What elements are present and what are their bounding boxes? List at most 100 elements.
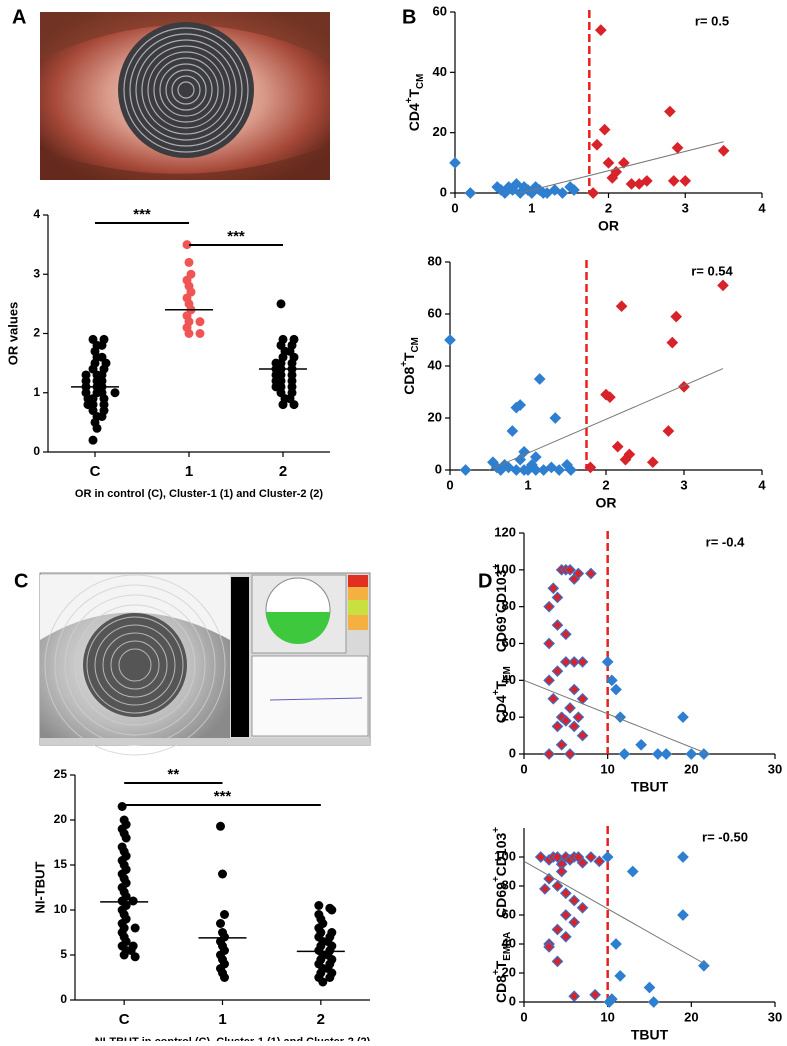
data-point	[602, 156, 615, 169]
data-point	[606, 993, 618, 1005]
data-point	[551, 619, 564, 631]
y-tick-label: 5	[60, 947, 67, 961]
label-part: CD69	[493, 616, 509, 652]
label-part: CD103	[493, 569, 509, 613]
data-point	[564, 702, 576, 714]
data-point	[195, 329, 205, 338]
data-point	[641, 175, 653, 187]
data-point	[195, 317, 205, 327]
data-point	[555, 865, 568, 878]
data-point	[564, 563, 576, 576]
label-part: EM	[502, 666, 513, 681]
label-part: CM	[410, 337, 421, 352]
panel-label: A	[12, 6, 26, 28]
data-point	[606, 674, 618, 687]
data-point	[318, 977, 328, 987]
data-point	[551, 591, 564, 604]
x-axis-label: TBUT	[631, 779, 669, 795]
data-point	[555, 738, 568, 751]
data-point	[589, 988, 601, 1001]
data-point	[551, 665, 564, 677]
panel-label: D	[478, 570, 492, 592]
data-point	[568, 990, 581, 1003]
label-part: +	[404, 97, 415, 103]
y-axis-label: NI-TBUT	[32, 861, 47, 913]
data-point	[184, 329, 194, 338]
y-axis-label: CD4+TEMCD69-CD103+	[491, 564, 513, 724]
x-tick-label: 10	[600, 761, 614, 776]
data-point	[576, 656, 589, 668]
x-axis-label: OR	[596, 495, 617, 511]
label-part: CD69	[493, 882, 509, 918]
data-point	[83, 400, 93, 410]
data-point	[564, 748, 576, 760]
data-point	[543, 941, 555, 953]
data-point	[119, 950, 129, 960]
data-point	[551, 923, 564, 936]
x-tick-label: 2	[605, 200, 612, 215]
data-point	[529, 451, 542, 463]
data-point	[514, 399, 527, 411]
data-point	[543, 600, 555, 613]
x-tick-label: 1	[528, 200, 535, 215]
label-part: T	[493, 960, 509, 969]
label-part: +	[491, 564, 502, 570]
x-tick-label: 0	[520, 761, 527, 776]
data-point	[314, 901, 324, 910]
label-part: CD4	[493, 695, 509, 723]
correlation-annotation: r= -0.4	[706, 534, 745, 549]
fit-line	[523, 860, 709, 967]
data-point	[553, 464, 566, 476]
data-point	[88, 435, 98, 445]
significance-label: **	[167, 766, 179, 783]
data-point	[698, 748, 710, 760]
data-point	[559, 909, 572, 921]
data-point	[559, 887, 572, 900]
data-point	[670, 310, 683, 323]
data-point	[110, 388, 120, 398]
data-point	[184, 257, 194, 267]
x-tick-label: 0	[520, 1009, 527, 1024]
significance-label: ***	[227, 228, 245, 245]
label-part: EMRA	[502, 932, 513, 961]
data-point	[626, 865, 639, 878]
data-point	[539, 883, 551, 895]
x-tick-label: 20	[684, 761, 698, 776]
data-point	[576, 901, 589, 914]
data-point	[598, 123, 611, 136]
data-point	[568, 916, 581, 929]
data-point	[533, 373, 546, 385]
label-part: T	[401, 352, 417, 361]
y-tick-label: 100	[494, 848, 516, 863]
data-point	[671, 141, 684, 154]
data-point	[666, 336, 679, 349]
y-tick-label: 80	[428, 253, 442, 268]
y-tick-label: 4	[33, 207, 40, 221]
data-point	[584, 461, 597, 474]
data-point	[698, 959, 710, 972]
label-part: CD4	[406, 103, 422, 131]
data-point	[543, 674, 555, 687]
label-part: T	[406, 89, 422, 98]
data-point	[677, 711, 689, 724]
y-tick-label: 20	[502, 964, 516, 979]
data-point	[543, 637, 555, 650]
data-point	[216, 821, 225, 831]
data-point	[593, 855, 606, 868]
panel-label: C	[14, 570, 28, 592]
label-part: +	[491, 827, 502, 833]
correlation-annotation: r= 0.5	[695, 13, 729, 28]
label-part: CD8	[401, 367, 417, 395]
label-part: +	[491, 969, 502, 975]
data-point	[568, 184, 580, 196]
data-point	[547, 692, 560, 705]
label-part: CM	[415, 74, 426, 89]
data-point	[278, 400, 288, 410]
eye-photo	[40, 12, 330, 180]
x-tick-label: 30	[768, 761, 782, 776]
data-point	[585, 851, 597, 863]
data-point	[327, 905, 337, 915]
y-tick-label: 40	[433, 64, 447, 79]
panel-label: B	[402, 6, 416, 28]
